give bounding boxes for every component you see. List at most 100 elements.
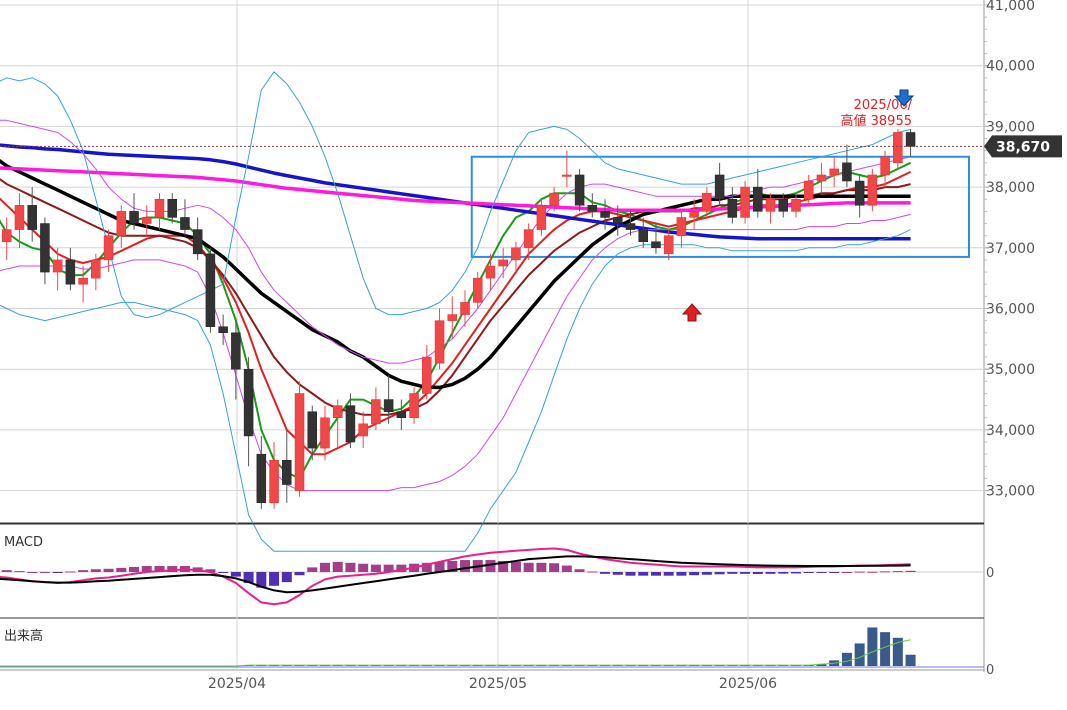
macd-histogram-bar (167, 566, 178, 572)
price-series-line (0, 229, 911, 552)
candle-body (383, 399, 394, 412)
candle-body (142, 217, 152, 224)
candle-body (40, 223, 50, 273)
macd-histogram-bar (52, 572, 63, 573)
candle-body (651, 241, 661, 249)
candle-body (116, 211, 127, 236)
candle-body (816, 174, 827, 182)
candle-body (511, 247, 521, 261)
volume-bar (905, 654, 916, 666)
candle-body (676, 217, 687, 236)
candle-body (536, 205, 547, 230)
volume-label: 出来高 (4, 628, 43, 644)
volume-panel: 出来高 (0, 627, 984, 668)
macd-histogram-bar (689, 572, 700, 576)
candle-body (549, 192, 559, 206)
candle-body (205, 253, 216, 327)
candle-body (358, 423, 368, 437)
price-y-tick-label: 37,000 (986, 241, 1035, 257)
candle-body (803, 180, 814, 200)
macd-histogram-bar (141, 566, 152, 572)
macd-histogram-bar (829, 572, 840, 573)
candle-body (14, 205, 25, 230)
candle-body (256, 453, 267, 503)
macd-histogram-bar (867, 571, 878, 573)
box-range-rect (470, 155, 970, 258)
candle-body (778, 198, 789, 212)
candle-body (765, 198, 776, 212)
macd-histogram-bar (370, 564, 381, 572)
candle-body (587, 205, 598, 212)
candle-body (282, 460, 292, 485)
macd-histogram-bar (790, 572, 801, 574)
macd-histogram-bar (154, 566, 165, 572)
macd-label: MACD (4, 535, 43, 550)
price-y-tick-label: 39,000 (986, 119, 1035, 135)
candle-body (52, 259, 63, 273)
price-y-tick-label: 35,000 (986, 362, 1035, 378)
macd-histogram-bar (205, 569, 216, 572)
macd-histogram-bar (14, 571, 25, 573)
candle-body (422, 356, 432, 394)
candle-body (880, 156, 890, 176)
price-y-tick-label: 34,000 (986, 423, 1035, 439)
macd-histogram-bar (536, 562, 547, 572)
candle-body (714, 174, 725, 200)
macd-histogram-bar (612, 572, 623, 575)
price-y-tick-label: 41,000 (986, 0, 1035, 14)
macd-histogram-bar (740, 572, 751, 574)
macd-histogram-bar (129, 566, 140, 572)
macd-histogram-bar (816, 572, 827, 573)
candle-body (192, 229, 203, 255)
candle-body (562, 174, 572, 177)
macd-histogram-bar (485, 560, 496, 572)
macd-histogram-bar (765, 572, 776, 574)
macd-histogram-bar (701, 572, 712, 575)
candle-body (243, 368, 254, 437)
last-price-tag (984, 135, 1062, 158)
macd-histogram-bar (421, 562, 432, 572)
macd-histogram-bar (116, 567, 127, 572)
macd-histogram-bar (358, 563, 369, 572)
macd-histogram-bar (460, 560, 471, 572)
candle-body (638, 229, 648, 242)
candle-body (663, 235, 674, 255)
candle-body (307, 411, 317, 449)
macd-histogram-bar (727, 572, 738, 574)
macd-histogram-bar (294, 572, 305, 576)
candle-body (447, 314, 458, 321)
candle-body (103, 235, 114, 261)
candle-body (702, 192, 712, 212)
candle-body (893, 132, 903, 164)
high-annotation-value: 高値 38955 (841, 113, 913, 129)
macd-histogram-bar (587, 571, 598, 573)
candle-body (409, 393, 419, 419)
volume-average-line (0, 639, 911, 667)
candle-body (867, 174, 878, 206)
candle-body (180, 217, 190, 230)
macd-histogram-bar (230, 572, 241, 577)
price-y-tick-label: 40,000 (986, 59, 1035, 75)
candle-body (740, 186, 750, 218)
candle-body (396, 411, 407, 419)
macd-panel: MACD (0, 535, 984, 606)
volume-bar (854, 643, 865, 666)
candle-body (167, 198, 177, 218)
price-clip-line (0, 523, 984, 525)
candle-body (727, 198, 738, 218)
macd-histogram-bar (447, 560, 458, 572)
macd-histogram-bar (854, 571, 865, 573)
price-y-tick-label: 33,000 (986, 484, 1035, 500)
macd-histogram-bar (676, 572, 687, 576)
candle-body (574, 174, 585, 206)
candle-body (472, 277, 483, 303)
macd-series-line (0, 555, 911, 594)
macd-histogram-bar (803, 572, 814, 573)
candle-body (498, 259, 508, 267)
macd-histogram-bar (243, 572, 254, 584)
macd-histogram-bar (434, 561, 445, 572)
macd-histogram-bar (345, 562, 356, 572)
candle-body (625, 223, 636, 230)
macd-histogram-bar (625, 572, 636, 576)
